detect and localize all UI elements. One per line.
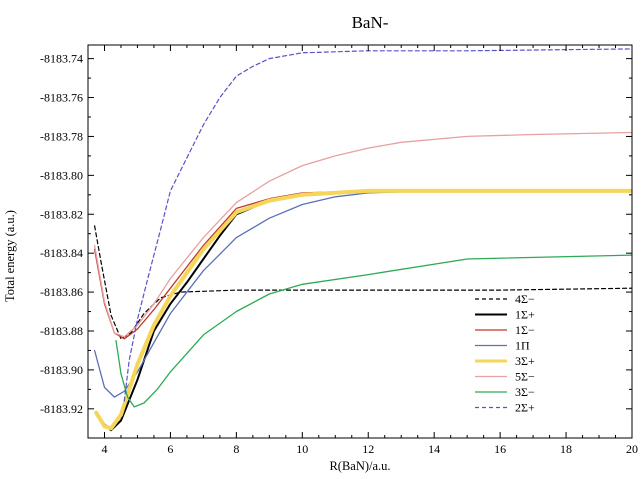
chart-title: BaN- [352,13,389,32]
x-tick-label: 4 [101,442,107,456]
x-tick-label: 8 [233,442,239,456]
y-tick-label: -8183.78 [40,129,83,143]
y-tick-label: -8183.76 [40,91,83,105]
legend-label-1: 1Σ+ [515,308,535,322]
x-tick-label: 12 [362,442,374,456]
x-tick-label: 6 [167,442,173,456]
axes-layer: 4 6 8 10 12 14 16 18 20 -8183.92 -8183.90 -8183.88 -… [40,44,638,456]
series-line-6 [115,254,632,408]
legend-label-3: 1Π [515,339,530,353]
legend-label-5: 5Σ− [515,370,535,384]
y-tick-label: -8183.84 [40,246,83,260]
x-axis-label: R(BaN)/a.u. [329,459,390,473]
y-tick-label: -8183.86 [40,285,83,299]
y-tick-label: -8183.92 [40,402,83,416]
y-tick-label: -8183.90 [40,363,83,377]
x-tick-label: 10 [296,442,308,456]
x-tick-label: 16 [494,442,506,456]
y-tick-label: -8183.80 [40,168,83,182]
y-tick-label: -8183.88 [40,324,83,338]
legend-label-0: 4Σ− [515,292,535,306]
y-axis-label: Total energy (a.u.) [3,210,17,302]
legend-label-6: 3Σ− [515,385,535,399]
x-tick-label: 14 [428,442,440,456]
series-layer [93,48,632,432]
series-line-4 [94,188,632,431]
x-tick-label: 20 [626,442,638,456]
legend-label-2: 1Σ− [515,323,535,337]
y-tick-label: -8183.82 [40,207,83,221]
y-tick-label: -8183.74 [40,52,83,66]
axes-frame [87,44,633,439]
legend-label-4: 3Σ+ [515,354,535,368]
series-line-7 [123,48,632,402]
series-line-5 [93,131,632,338]
legend-label-7: 2Σ+ [515,401,535,415]
plot-background [88,45,632,438]
plot-area [88,45,632,438]
x-tick-label: 18 [560,442,572,456]
